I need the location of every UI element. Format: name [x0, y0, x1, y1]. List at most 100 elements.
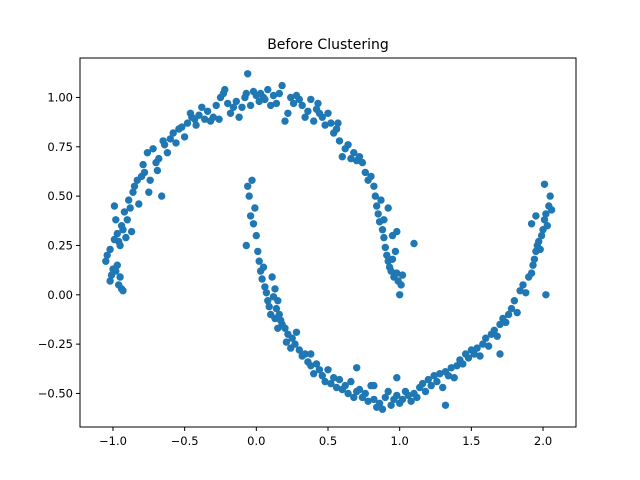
data-point — [540, 180, 549, 188]
data-point — [459, 360, 467, 368]
data-point — [198, 103, 206, 112]
data-point — [413, 393, 421, 402]
data-point — [212, 101, 220, 110]
data-point — [393, 269, 401, 277]
data-point — [516, 287, 524, 295]
data-point — [140, 168, 149, 177]
data-point — [370, 381, 378, 390]
data-point — [123, 216, 131, 224]
data-point — [278, 81, 286, 90]
data-point — [355, 153, 364, 161]
data-point — [321, 121, 329, 129]
data-point — [113, 261, 122, 269]
data-point — [292, 328, 301, 336]
data-point — [307, 95, 315, 104]
data-point — [166, 135, 174, 143]
data-point — [215, 115, 223, 123]
data-point — [546, 192, 554, 200]
x-tick-label: 1.0 — [391, 434, 409, 448]
data-point — [201, 115, 209, 123]
data-point — [119, 226, 127, 234]
data-point — [248, 176, 256, 184]
x-tick-label: 2.0 — [534, 434, 552, 448]
data-point — [178, 123, 186, 131]
data-point — [145, 188, 153, 196]
data-point — [192, 121, 200, 129]
data-point — [335, 375, 344, 384]
y-tick-label: 0.25 — [47, 238, 73, 252]
data-point — [361, 168, 369, 177]
data-point — [318, 372, 326, 380]
data-point — [532, 212, 540, 220]
data-point — [251, 204, 259, 212]
data-point — [149, 145, 157, 153]
data-point — [295, 346, 303, 354]
data-point — [447, 364, 455, 372]
data-point — [344, 389, 352, 398]
data-point — [496, 320, 504, 329]
data-point — [209, 113, 217, 121]
data-point — [318, 113, 326, 121]
data-point — [158, 192, 166, 200]
data-point — [350, 149, 358, 157]
data-point — [327, 119, 335, 127]
data-point — [264, 85, 272, 94]
data-point — [436, 370, 444, 378]
data-point — [358, 158, 367, 167]
data-point — [289, 99, 298, 108]
data-point — [146, 176, 154, 184]
data-point — [272, 99, 281, 108]
data-point — [324, 366, 332, 374]
data-point — [542, 210, 550, 218]
data-point — [380, 216, 388, 224]
data-point — [275, 310, 283, 319]
data-point — [513, 308, 521, 317]
data-point — [180, 133, 189, 141]
data-point — [242, 89, 250, 98]
data-point — [238, 103, 246, 112]
data-point — [262, 289, 271, 297]
data-point — [119, 287, 127, 295]
data-point — [232, 97, 240, 106]
data-point — [527, 269, 536, 277]
data-point — [312, 360, 321, 368]
data-point — [350, 393, 358, 402]
data-point — [304, 107, 312, 116]
data-point — [397, 281, 405, 289]
data-point — [265, 302, 273, 311]
data-point — [226, 109, 235, 118]
data-point — [393, 391, 401, 400]
data-point — [542, 291, 550, 299]
data-point — [314, 99, 322, 108]
data-point — [112, 267, 120, 275]
data-point — [377, 196, 385, 204]
data-point — [130, 182, 139, 190]
data-point — [496, 350, 504, 358]
data-point — [493, 332, 501, 340]
data-point — [264, 297, 272, 305]
data-point — [169, 129, 177, 137]
data-point — [330, 374, 338, 382]
data-point — [122, 233, 130, 242]
data-point — [116, 273, 124, 281]
data-point — [361, 389, 369, 398]
data-point — [183, 119, 192, 127]
y-tick-label: −0.50 — [38, 386, 73, 400]
data-point — [244, 182, 252, 190]
data-point — [378, 405, 387, 413]
data-point — [242, 241, 250, 250]
data-point — [275, 89, 283, 98]
data-point — [367, 172, 375, 181]
data-point — [274, 324, 282, 332]
data-point — [332, 125, 341, 133]
data-point — [160, 141, 169, 149]
data-point — [274, 297, 282, 305]
data-point — [418, 379, 427, 388]
data-point — [473, 344, 481, 352]
data-point — [195, 111, 203, 119]
x-tick-label: 0.5 — [319, 434, 337, 448]
data-point — [120, 208, 129, 216]
data-point — [424, 375, 432, 384]
data-point — [370, 395, 378, 404]
data-point — [235, 113, 243, 121]
